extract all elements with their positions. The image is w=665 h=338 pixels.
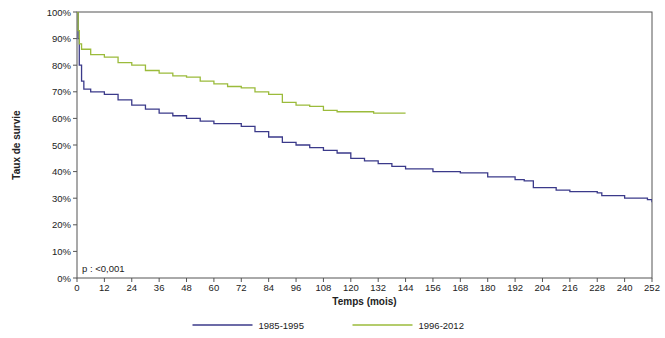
x-tick-label: 228 [589,282,605,293]
legend-swatch [193,324,253,326]
x-tick-label: 192 [507,282,523,293]
y-tick-label: 10% [52,246,72,257]
x-tick-label: 0 [74,282,79,293]
x-tick-label: 180 [480,282,496,293]
chart-container: 0% 10% 20% 30% 40% 50% 60% 70% 80% 90% 100% 0 12 24 36… [0,0,665,338]
survival-curve [77,12,652,202]
x-tick-label: 120 [343,282,359,293]
x-tick-label: 216 [562,282,578,293]
y-tick [73,145,77,146]
y-tick [73,171,77,172]
y-tick-label: 100% [47,7,72,18]
x-tick-label: 240 [617,282,633,293]
y-tick-label: 70% [52,86,72,97]
x-tick-label: 84 [263,282,274,293]
y-tick [73,118,77,119]
y-tick [73,251,77,252]
y-axis-label: Taux de survie [11,110,22,180]
y-tick-label: 80% [52,60,72,71]
y-tick-label: 30% [52,193,72,204]
y-tick [73,38,77,39]
plot-frame [77,12,652,278]
x-tick-label: 204 [535,282,551,293]
x-tick-label: 168 [452,282,468,293]
y-tick [73,224,77,225]
x-tick-label: 48 [181,282,192,293]
x-tick-label: 72 [236,282,247,293]
x-axis-label: Temps (mois) [332,296,396,307]
x-tick-label: 108 [315,282,331,293]
survival-curve [77,12,406,113]
annotation: p : <0,001 [82,263,125,274]
x-tick-label: 252 [644,282,660,293]
series-group [77,12,652,202]
legend-swatch [353,324,413,326]
x-tick-label: 12 [99,282,110,293]
y-tick-label: 20% [52,219,72,230]
y-tick [73,65,77,66]
x-tick-label: 144 [398,282,414,293]
y-tick-label: 60% [52,113,72,124]
x-tick-label: 132 [370,282,386,293]
x-tick-label: 60 [209,282,220,293]
x-tick-label: 24 [126,282,137,293]
x-tick-label: 156 [425,282,441,293]
y-tick-label: 0% [57,273,71,284]
x-tick-label: 36 [154,282,165,293]
y-tick-label: 90% [52,33,72,44]
y-tick [73,91,77,92]
legend-label: 1996-2012 [419,320,464,331]
chart-svg: 0% 10% 20% 30% 40% 50% 60% 70% 80% 90% 100% 0 12 24 36… [0,0,665,338]
y-tick-label: 40% [52,166,72,177]
x-tick-label: 96 [291,282,302,293]
y-tick [73,278,77,279]
legend-label: 1985-1995 [259,320,304,331]
y-tick-label: 50% [52,140,72,151]
y-tick [73,198,77,199]
y-tick [73,12,77,13]
